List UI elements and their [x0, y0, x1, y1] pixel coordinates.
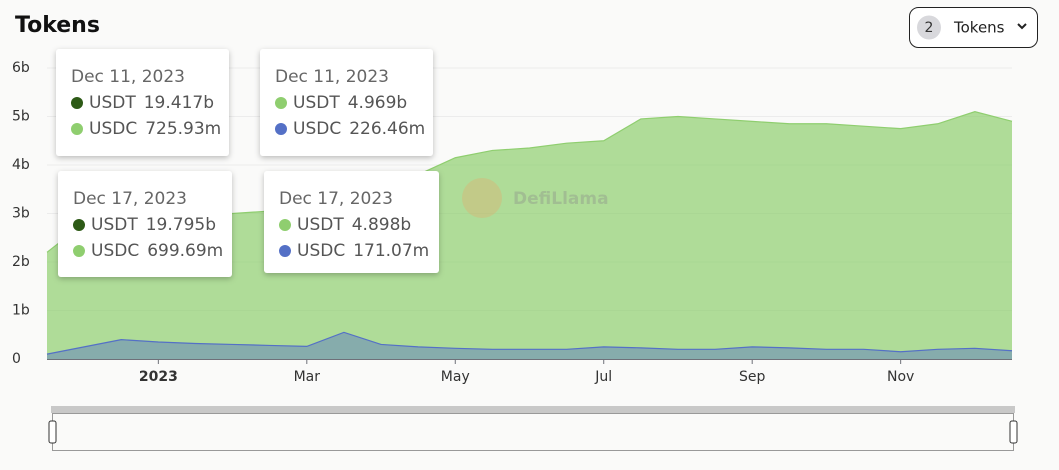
tooltip-dot [275, 123, 287, 135]
chevron [1017, 23, 1027, 30]
series-name: USDC [297, 241, 345, 261]
y-tick-label: 4b [12, 157, 30, 173]
y-tick-label: 5b [12, 109, 30, 125]
x-tick-label: Sep [739, 369, 766, 385]
series-name: USDC [293, 119, 341, 139]
tooltip-box [58, 171, 232, 277]
series-area [47, 111, 1012, 360]
tooltip-box [264, 171, 439, 273]
y-tick-label: 6b [12, 60, 30, 76]
tooltip-date: Dec 11, 2023 [71, 67, 185, 87]
tooltip-dot [73, 219, 85, 231]
series-name: USDC [91, 241, 139, 261]
tooltip: Dec 11, 2023 USDT 19.417b USDC 725.93m [56, 49, 229, 156]
series-value: 171.07m [353, 241, 429, 261]
y-tick-label: 3b [12, 206, 30, 222]
tooltip-row: USDC 699.69m [91, 241, 223, 261]
x-tick-label: Nov [887, 369, 914, 385]
watermark-text: DefiLlama [513, 189, 609, 209]
y-tick-label: 0 [12, 351, 21, 367]
tooltip-dot [71, 123, 83, 135]
y-tick-label: 2b [12, 254, 30, 270]
tooltip-row: USDC 725.93m [89, 119, 221, 139]
brush-handle[interactable] [48, 420, 57, 444]
tooltip: Dec 11, 2023 USDT 4.969b USDC 226.46m [260, 49, 433, 156]
tooltip-dot [275, 97, 287, 109]
series-area [47, 332, 1012, 359]
series-line [46, 331, 1013, 355]
tooltip-date: Dec 11, 2023 [275, 67, 389, 87]
series-name: USDC [89, 119, 137, 139]
tooltip-row: USDC 171.07m [297, 241, 429, 261]
tooltip-date: Dec 17, 2023 [73, 189, 187, 209]
tooltip: Dec 17, 2023 USDT 4.898b USDC 171.07m [264, 171, 439, 273]
tooltip-row: USDT 19.795b [91, 215, 216, 235]
series-value: 4.969b [348, 93, 407, 113]
y-tick-label: 1b [12, 303, 30, 319]
series-value: 699.69m [147, 241, 223, 261]
series-value: 725.93m [145, 119, 221, 139]
x-tick-label: Mar [294, 369, 321, 385]
brush-bar[interactable] [51, 406, 1015, 413]
tooltip-dot [279, 219, 291, 231]
tooltip: Dec 17, 2023 USDT 19.795b USDC 699.69m [58, 171, 232, 277]
tooltip-box [260, 49, 433, 156]
selector-box[interactable] [909, 7, 1038, 48]
tooltip-dot [71, 97, 83, 109]
brush-handle[interactable] [1009, 420, 1018, 444]
selector-count: 2 [925, 20, 934, 36]
selector-label: Tokens [953, 19, 1005, 37]
tooltip-row: USDC 226.46m [293, 119, 425, 139]
tooltip-dot [279, 245, 291, 257]
series-value: 19.417b [144, 93, 214, 113]
token-selector[interactable]: 2 Tokens [909, 7, 1038, 48]
brush-window[interactable] [52, 413, 1014, 451]
x-tick-label: Jul [594, 369, 612, 385]
tooltip-box [56, 49, 229, 156]
tooltip-row: USDT 19.417b [89, 93, 214, 113]
series-value: 19.795b [146, 215, 216, 235]
tooltip-dot [73, 245, 85, 257]
tooltip-row: USDT 4.898b [297, 215, 411, 235]
brush[interactable] [48, 406, 1018, 451]
series-name: USDT [293, 93, 340, 113]
series-name: USDT [89, 93, 136, 113]
series-name: USDT [297, 215, 344, 235]
watermark: DefiLlama [462, 178, 609, 218]
series-value: 226.46m [349, 119, 425, 139]
count-badge [917, 15, 941, 40]
title: Tokens [15, 13, 100, 38]
series-value: 4.898b [352, 215, 411, 235]
series-name: USDT [91, 215, 138, 235]
x-tick-label: May [441, 369, 470, 385]
x-tick-label: 2023 [139, 369, 178, 385]
tooltip-row: USDT 4.969b [293, 93, 407, 113]
watermark-logo [462, 178, 502, 218]
tooltip-date: Dec 17, 2023 [279, 189, 393, 209]
